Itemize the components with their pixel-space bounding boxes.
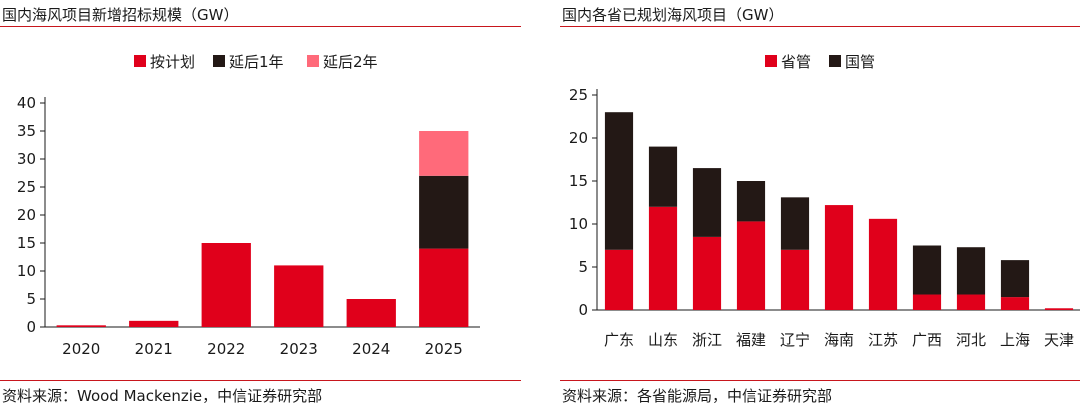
legend-swatch (765, 55, 777, 67)
x-tick-label: 广东 (604, 331, 634, 349)
bar-segment (201, 243, 251, 327)
x-tick-label: 辽宁 (780, 331, 810, 349)
legend-label: 延后2年 (323, 53, 378, 71)
legend-label: 按计划 (150, 53, 195, 71)
y-tick-label: 35 (17, 122, 36, 140)
legend-label: 延后1年 (229, 53, 284, 71)
legend-label: 省管 (781, 53, 811, 71)
x-tick-label: 江苏 (868, 331, 898, 349)
x-tick-label: 上海 (1000, 331, 1030, 349)
y-tick-label: 0 (578, 301, 588, 319)
bar-segment (736, 221, 766, 310)
x-tick-label: 2020 (62, 340, 100, 358)
bar-segment (912, 245, 942, 295)
bar-segment (274, 265, 324, 327)
x-tick-label: 福建 (736, 331, 766, 349)
y-tick-label: 10 (569, 215, 588, 233)
bar-segment (648, 206, 678, 310)
y-tick-label: 0 (26, 318, 36, 336)
left-chart-title: 国内海风项目新增招标规模（GW） (2, 6, 239, 24)
bar-segment (692, 168, 722, 237)
y-tick-label: 15 (569, 172, 588, 190)
bar-segment (419, 175, 469, 249)
bar-segment (129, 320, 179, 327)
legend-swatch (307, 55, 319, 67)
x-tick-label: 山东 (648, 331, 678, 349)
bar-segment (604, 112, 634, 250)
x-tick-label: 天津 (1044, 331, 1074, 349)
bar-segment (1000, 297, 1030, 310)
x-tick-label: 浙江 (692, 331, 722, 349)
bar-segment (346, 299, 396, 327)
bar-segment (419, 248, 469, 327)
bar-segment (1044, 308, 1074, 310)
bar-segment (1000, 260, 1030, 298)
left-source-divider (0, 380, 521, 381)
bar-segment (419, 131, 469, 176)
bar-segment (692, 236, 722, 310)
x-tick-label: 2025 (425, 340, 463, 358)
legend-swatch (829, 55, 841, 67)
y-tick-label: 10 (17, 262, 36, 280)
bar-segment (56, 325, 106, 327)
left-chart-panel: 国内海风项目新增招标规模（GW） 按计划 延后1年 延后2年 0 5 10 15 20 25 30… (0, 0, 521, 409)
y-tick-label: 5 (578, 258, 588, 276)
x-tick-label: 2023 (280, 340, 318, 358)
left-title-divider (0, 26, 521, 27)
y-tick-label: 15 (17, 234, 36, 252)
y-tick-label: 30 (17, 150, 36, 168)
bar-segment (780, 249, 810, 310)
legend-swatch (213, 55, 225, 67)
right-title-divider (560, 26, 1080, 27)
y-tick-label: 20 (17, 206, 36, 224)
bar-segment (604, 249, 634, 310)
y-tick-label: 40 (17, 94, 36, 112)
y-tick-label: 5 (26, 290, 36, 308)
right-bar-chart: 省管 国管 0 5 10 15 20 25 广东 山东 浙江 福建 辽宁 海南 江苏 广西 河北 上海 天津 (569, 53, 1080, 349)
right-chart-panel: 国内各省已规划海风项目（GW） 省管 国管 0 5 10 15 20 25 广东 山东 浙江 福建 辽宁… (560, 0, 1080, 409)
left-chart-source: 资料来源：Wood Mackenzie，中信证券研究部 (2, 387, 323, 405)
bar-segment (956, 294, 986, 310)
y-tick-label: 20 (569, 129, 588, 147)
legend-label: 国管 (845, 53, 875, 71)
x-tick-label: 2022 (207, 340, 245, 358)
x-tick-label: 河北 (956, 331, 986, 349)
y-tick-label: 25 (569, 86, 588, 104)
bar-segment (736, 181, 766, 222)
bar-segment (824, 205, 854, 310)
x-tick-label: 海南 (824, 331, 854, 349)
x-tick-label: 2024 (352, 340, 390, 358)
bar-segment (956, 247, 986, 295)
x-tick-label: 广西 (912, 331, 942, 349)
x-tick-label: 2021 (135, 340, 173, 358)
y-tick-label: 25 (17, 178, 36, 196)
bar-segment (868, 218, 898, 310)
right-source-divider (560, 380, 1080, 381)
legend-swatch (134, 55, 146, 67)
bar-segment (912, 294, 942, 310)
right-chart-title: 国内各省已规划海风项目（GW） (562, 6, 784, 24)
bar-segment (648, 146, 678, 207)
bar-segment (780, 197, 810, 250)
right-chart-source: 资料来源：各省能源局，中信证券研究部 (562, 387, 833, 405)
